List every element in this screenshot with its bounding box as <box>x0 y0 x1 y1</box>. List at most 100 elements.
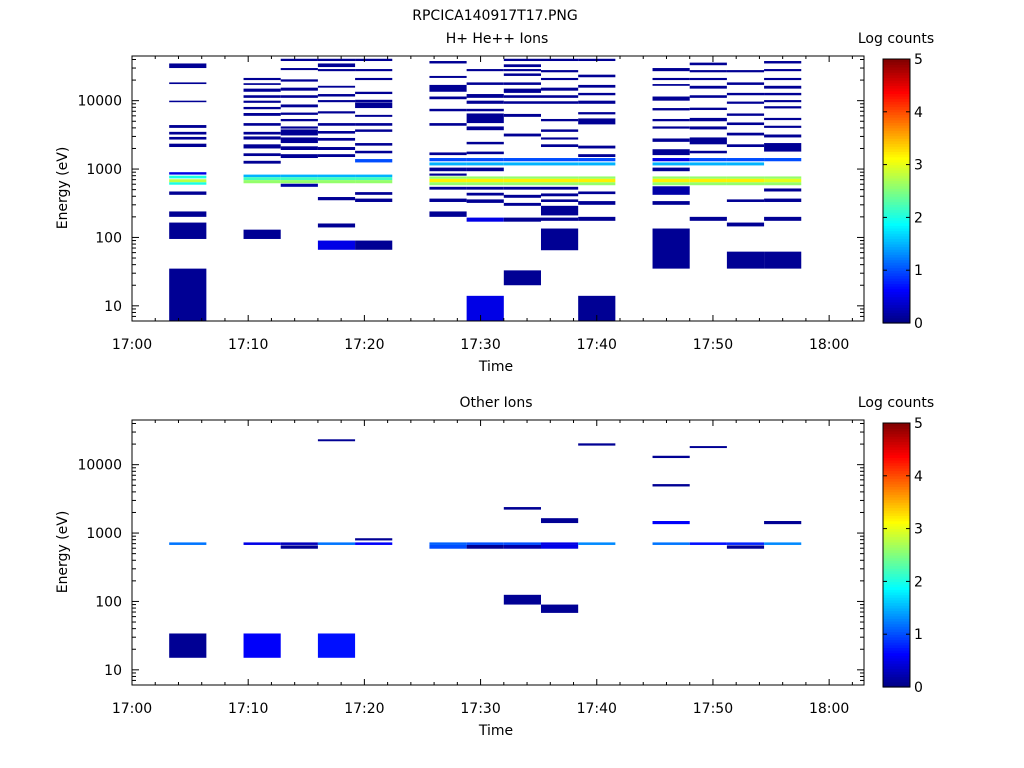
spectrogram-cell <box>578 92 616 96</box>
spectrogram-cell <box>280 126 318 129</box>
spectrogram-cell <box>317 542 356 545</box>
spectrogram-cell <box>317 240 356 250</box>
spectrogram-cell <box>540 193 579 197</box>
colorbar-frame <box>882 58 911 324</box>
x-tick-label: 17:50 <box>693 701 733 717</box>
colorbar-segment <box>883 143 910 147</box>
spectrogram-cell <box>503 270 541 286</box>
colorbar-segment <box>883 544 910 548</box>
colorbar-segment <box>883 676 910 680</box>
x-tick-label: 18:00 <box>809 337 849 353</box>
colorbar-segment <box>883 286 910 290</box>
colorbar-segment <box>883 668 910 672</box>
spectrogram-cells <box>169 439 802 658</box>
x-tick-label: 17:30 <box>460 701 500 717</box>
spectrogram-cells <box>169 58 802 321</box>
spectrogram-cell <box>466 192 504 196</box>
colorbar-segment <box>883 433 910 437</box>
colorbar-segment <box>883 88 910 92</box>
colorbar-segment <box>883 275 910 279</box>
colorbar-segment <box>883 82 910 86</box>
spectrogram-cell <box>355 129 393 132</box>
colorbar-segment <box>883 225 910 229</box>
spectrogram-cell <box>466 162 504 166</box>
spectrogram-cell <box>169 542 207 545</box>
colorbar-segment <box>883 504 910 509</box>
spectrogram-cell <box>726 251 765 269</box>
spectrogram-cell <box>280 154 318 159</box>
spectrogram-cell <box>764 178 802 183</box>
colorbar-segment <box>883 660 910 664</box>
colorbar-segment <box>883 562 910 567</box>
spectrogram-cell <box>243 83 281 85</box>
spectrogram-cell <box>243 153 281 157</box>
spectrogram-cell <box>503 58 541 62</box>
spectrogram-cell <box>280 146 318 150</box>
spectrogram-cell <box>169 182 207 185</box>
colorbar-segment <box>883 650 910 654</box>
spectrogram-cell <box>280 95 318 98</box>
spectrogram-cell <box>503 133 541 137</box>
spectrogram-cell <box>652 158 690 162</box>
spectrogram-cell <box>764 92 802 96</box>
colorbar-segment <box>883 584 910 588</box>
spectrogram-cell <box>466 167 504 172</box>
spectrogram-cell <box>280 137 318 144</box>
colorbar-segment <box>883 525 910 530</box>
colorbar-segment <box>883 125 910 129</box>
colorbar-segment <box>883 309 910 314</box>
colorbar-segment <box>883 101 910 105</box>
spectrogram-cell <box>726 542 765 545</box>
colorbar-segment <box>883 438 910 443</box>
colorbar-segment <box>883 119 910 123</box>
panel-title: Other Ions <box>459 395 532 411</box>
spectrogram-cell <box>578 216 616 221</box>
spectrogram-cell <box>243 180 281 184</box>
colorbar-segment <box>883 425 910 429</box>
colorbar-segment <box>883 61 910 65</box>
spectrogram-cell <box>578 201 616 205</box>
colorbar-tick-label: 1 <box>914 627 923 643</box>
colorbar-segment <box>883 657 910 662</box>
spectrogram-cell <box>317 131 356 134</box>
colorbar-segment <box>883 320 910 324</box>
colorbar-segment <box>883 64 910 68</box>
colorbar-segment <box>883 507 910 511</box>
colorbar-segment <box>883 478 910 482</box>
spectrogram-cell <box>503 217 541 222</box>
colorbar-tick-label: 0 <box>914 316 923 332</box>
spectrogram-cell <box>243 100 281 103</box>
spectrogram-cell <box>429 61 467 64</box>
spectrogram-cell <box>317 94 356 97</box>
spectrogram-cell <box>317 177 356 181</box>
spectrogram-cell <box>466 126 504 131</box>
spectrogram-cell <box>540 118 579 122</box>
spectrogram-cell <box>280 79 318 82</box>
spectrogram-cell <box>317 63 356 68</box>
colorbar-segment <box>883 481 910 485</box>
spectrogram-cell <box>169 143 207 148</box>
spectrogram-cell <box>429 182 467 186</box>
spectrogram-cell <box>503 82 541 85</box>
spectrogram-cell <box>652 521 690 525</box>
spectrogram-cell <box>355 91 393 95</box>
x-tick-label: 18:00 <box>809 701 849 717</box>
y-axis: 10 100 1000 10000 <box>77 58 864 322</box>
spectrogram-cell <box>540 186 579 190</box>
spectrogram-cell <box>764 77 802 81</box>
colorbar-segment <box>883 270 910 274</box>
colorbar-segment <box>883 72 910 76</box>
colorbar-segment <box>883 462 910 466</box>
colorbar-segment <box>883 536 910 540</box>
spectrogram-cell <box>317 147 356 150</box>
spectrogram-cell <box>243 174 281 178</box>
colorbar-segment <box>883 642 910 646</box>
colorbar-segment <box>883 549 910 553</box>
spectrogram-cell <box>466 69 504 72</box>
spectrogram-cell <box>466 178 504 183</box>
spectrogram-cell <box>689 62 727 66</box>
spectrogram-cell <box>540 95 579 98</box>
colorbar-segment <box>883 191 910 195</box>
spectrogram-cell <box>243 144 281 149</box>
colorbar-segment <box>883 122 910 126</box>
